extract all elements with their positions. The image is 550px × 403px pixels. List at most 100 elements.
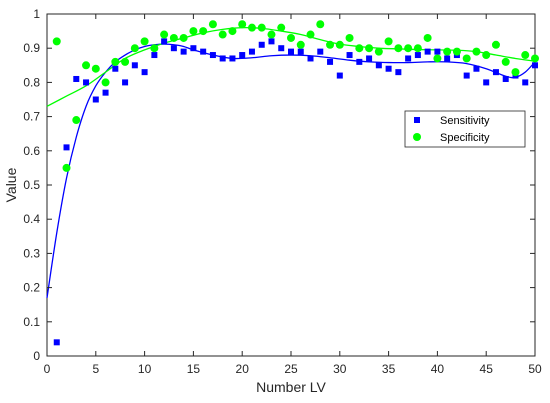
x-tick-label: 25 <box>284 362 298 376</box>
x-tick-label: 15 <box>187 362 201 376</box>
sensitivity-point <box>112 65 119 72</box>
sensitivity-point <box>463 72 470 79</box>
y-tick-label: 0.1 <box>23 315 40 329</box>
x-tick-label: 0 <box>44 362 51 376</box>
sensitivity-point <box>83 79 90 86</box>
y-tick-label: 0 <box>33 349 40 363</box>
specificity-point <box>121 57 130 66</box>
specificity-point <box>257 23 266 32</box>
data-points <box>52 20 539 346</box>
sensitivity-point <box>141 69 148 76</box>
sensitivity-point <box>473 65 480 72</box>
specificity-point <box>130 44 139 53</box>
specificity-point <box>521 51 530 60</box>
sensitivity-point <box>522 79 529 86</box>
sensitivity-point <box>73 75 80 82</box>
specificity-point <box>394 44 403 53</box>
sensitivity-point <box>200 48 207 55</box>
specificity-point <box>423 33 432 42</box>
sensitivity-point <box>239 52 246 59</box>
specificity-point <box>277 23 286 32</box>
specificity-point <box>355 44 364 53</box>
specificity-point <box>326 40 335 49</box>
sensitivity-point <box>375 62 382 69</box>
sensitivity-point <box>258 41 265 48</box>
x-tick-label: 35 <box>382 362 396 376</box>
specificity-point <box>228 27 237 36</box>
sensitivity-point <box>102 89 109 96</box>
specificity-point <box>433 54 442 63</box>
sensitivity-point <box>219 55 226 62</box>
x-axis-ticks: 0 5 10 15 20 25 30 35 40 45 50 <box>44 14 542 376</box>
specificity-point <box>452 47 461 56</box>
x-axis-label: Number LV <box>256 379 326 395</box>
specificity-point <box>160 30 169 39</box>
specificity-point <box>101 78 110 87</box>
y-tick-label: 0.9 <box>23 41 40 55</box>
specificity-point <box>374 47 383 56</box>
specificity-point <box>306 30 315 39</box>
sensitivity-point <box>190 45 197 52</box>
specificity-point <box>267 30 276 39</box>
sensitivity-point <box>336 72 343 79</box>
specificity-point <box>189 27 198 36</box>
specificity-point <box>52 37 61 46</box>
sensitivity-point <box>151 52 158 59</box>
x-tick-label: 40 <box>431 362 445 376</box>
sensitivity-point <box>405 55 412 62</box>
y-axis-label: Value <box>3 167 19 202</box>
sensitivity-point <box>366 55 373 62</box>
plot-area <box>46 13 536 357</box>
specificity-point <box>287 33 295 42</box>
sensitivity-point <box>317 48 324 55</box>
x-tick-label: 20 <box>236 362 250 376</box>
legend-label-specificity: Specificity <box>440 132 490 144</box>
sensitivity-point <box>209 52 216 59</box>
sensitivity-point <box>92 96 99 103</box>
sensitivity-point <box>483 79 490 86</box>
sensitivity-point <box>414 52 421 59</box>
specificity-point <box>72 116 81 125</box>
specificity-point <box>82 61 91 70</box>
specificity-point <box>365 44 374 53</box>
y-tick-label: 0.6 <box>23 144 40 158</box>
sensitivity-point <box>327 58 334 65</box>
specificity-point <box>91 64 100 73</box>
specificity-point <box>335 40 344 49</box>
legend: Sensitivity Specificity <box>404 110 526 148</box>
y-tick-label: 1 <box>33 7 40 21</box>
x-tick-label: 45 <box>480 362 494 376</box>
specificity-point <box>62 163 71 172</box>
y-tick-label: 0.2 <box>23 281 40 295</box>
sensitivity-point <box>53 339 60 346</box>
legend-marker-sensitivity <box>414 117 420 123</box>
x-tick-label: 10 <box>138 362 152 376</box>
sensitivity-point <box>297 48 304 55</box>
y-tick-label: 0.3 <box>23 246 40 260</box>
specificity-point <box>491 40 500 49</box>
specificity-point <box>462 54 471 63</box>
y-axis-ticks: 0 0.1 0.2 0.3 0.4 0.5 0.6 0.7 0.8 0.9 1 <box>23 7 535 363</box>
legend-label-sensitivity: Sensitivity <box>440 115 490 127</box>
specificity-point <box>384 37 393 46</box>
specificity-point <box>482 51 491 60</box>
specificity-point <box>169 33 178 42</box>
sensitivity-point <box>424 48 431 55</box>
sensitivity-point <box>180 48 187 55</box>
sensitivity-point <box>492 69 499 76</box>
y-tick-label: 0.5 <box>23 178 40 192</box>
x-tick-label: 50 <box>528 362 542 376</box>
sensitivity-point <box>170 45 177 52</box>
sensitivity-point <box>532 62 538 69</box>
sensitivity-point <box>131 62 138 69</box>
sensitivity-point <box>356 58 363 65</box>
sensitivity-point <box>307 55 314 62</box>
legend-marker-specificity <box>413 133 421 141</box>
specificity-point <box>443 47 452 56</box>
specificity-point <box>296 40 305 49</box>
sensitivity-point <box>229 55 236 62</box>
specificity-point <box>218 30 227 39</box>
sensitivity-point <box>268 38 275 45</box>
sensitivity-point <box>278 45 285 52</box>
